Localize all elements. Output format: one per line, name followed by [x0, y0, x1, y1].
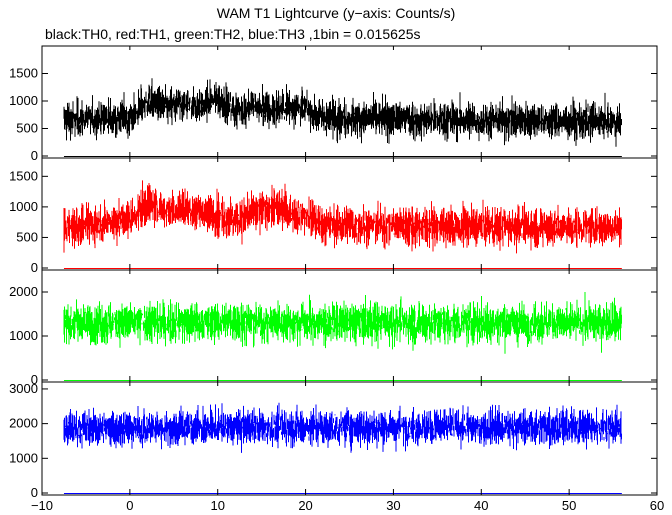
panel-th2: 0 1000 2000 — [9, 269, 658, 387]
y-tick-label: 500 — [16, 229, 38, 244]
x-tick-label: 60 — [650, 498, 664, 513]
chart-title: WAM T1 Lightcurve (y−axis: Counts/s) — [216, 5, 456, 21]
y-tick-label: 1500 — [9, 66, 38, 81]
y-tick-label: 0 — [31, 485, 38, 500]
y-tick-label: 500 — [16, 121, 38, 136]
series-th0-line — [63, 78, 622, 147]
y-tick-label: 1000 — [9, 328, 38, 343]
x-tick-label: −10 — [31, 498, 53, 513]
series-th1-line — [63, 180, 622, 254]
y-tick-label: 0 — [31, 148, 38, 163]
panel-th0: 0 500 1000 1500 — [9, 45, 658, 163]
x-tick-label: 10 — [210, 498, 224, 513]
y-tick-label: 2000 — [9, 284, 38, 299]
y-tick-label: 1000 — [9, 199, 38, 214]
y-tick-label: 1000 — [9, 93, 38, 108]
y-tick-label: 3000 — [9, 381, 38, 396]
y-tick-label: 1500 — [9, 168, 38, 183]
panel-frame — [41, 381, 658, 496]
series-th2-line — [63, 292, 622, 354]
x-tick-label: 20 — [298, 498, 312, 513]
series-th3-line — [63, 402, 622, 453]
y-tick-label: 0 — [31, 260, 38, 275]
x-tick-label: 30 — [386, 498, 400, 513]
x-tick-label: 0 — [126, 498, 133, 513]
y-tick-label: 0 — [31, 372, 38, 387]
x-tick-label: 50 — [562, 498, 576, 513]
x-tick-label: 40 — [474, 498, 488, 513]
panel-th1: 0 500 1000 1500 — [9, 157, 658, 275]
panel-th3: 0 1000 2000 3000 — [9, 381, 658, 500]
chart-subtitle: black:TH0, red:TH1, green:TH2, blue:TH3 … — [45, 26, 421, 42]
y-tick-label: 2000 — [9, 416, 38, 431]
y-tick-label: 1000 — [9, 450, 38, 465]
